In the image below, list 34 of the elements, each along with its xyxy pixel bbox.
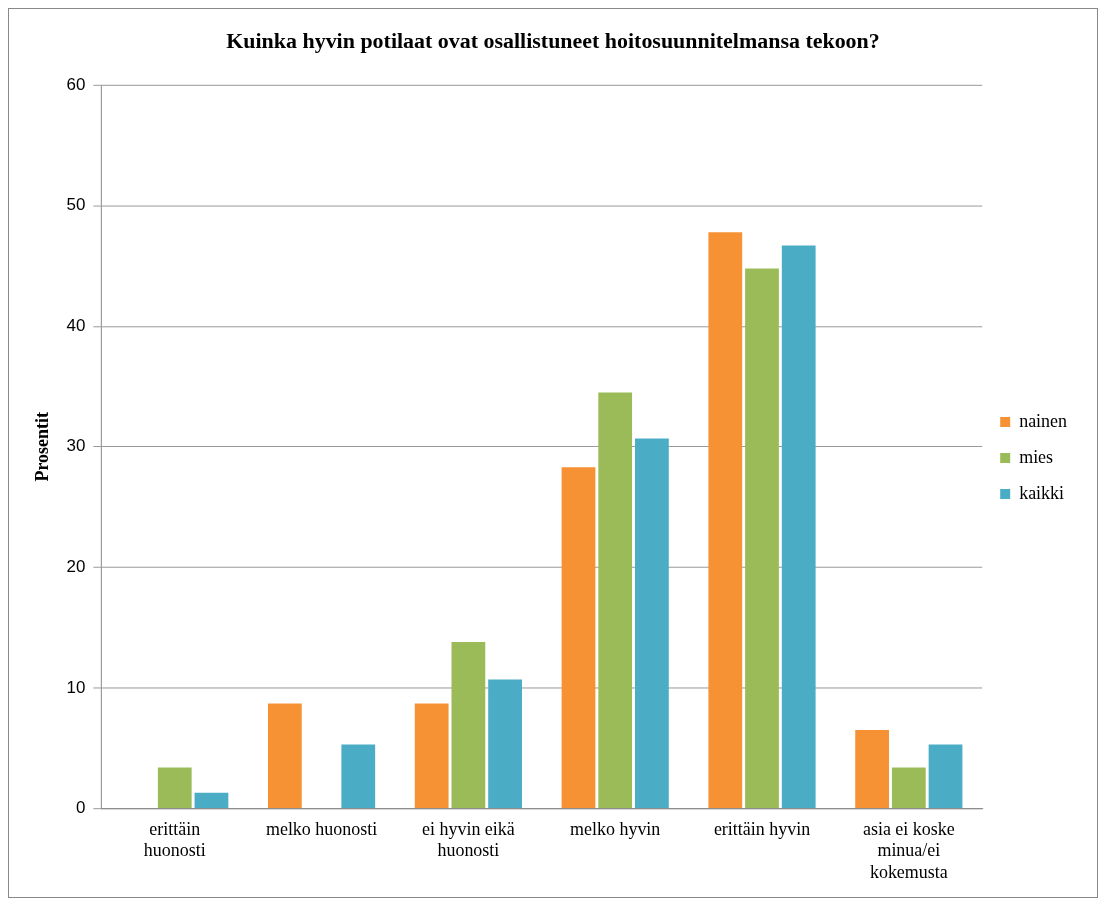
chart-title: Kuinka hyvin potilaat ovat osallistuneet hoitosuunnitelmansa tekoon? bbox=[226, 27, 880, 53]
bar bbox=[414, 703, 449, 808]
bar bbox=[745, 268, 779, 808]
x-tick-label: erittäin huonosti bbox=[143, 818, 206, 861]
y-tick-label: 10 bbox=[66, 677, 86, 697]
bar bbox=[635, 438, 669, 808]
x-tick-label: ei hyvin eikä huonosti bbox=[422, 818, 515, 861]
legend-label: nainen bbox=[1019, 410, 1068, 431]
legend-label: kaikki bbox=[1019, 482, 1065, 503]
bar bbox=[708, 232, 743, 808]
y-tick-label: 50 bbox=[66, 195, 86, 215]
bar bbox=[194, 792, 229, 808]
bar bbox=[341, 744, 376, 808]
x-tick-label: melko huonosti bbox=[265, 818, 378, 839]
y-tick-label: 0 bbox=[75, 798, 86, 818]
y-tick-label: 40 bbox=[66, 315, 86, 335]
bar bbox=[855, 730, 889, 808]
y-axis-title: Prosentit bbox=[32, 412, 53, 482]
bar bbox=[157, 767, 192, 808]
bar bbox=[267, 703, 302, 808]
bar bbox=[928, 744, 963, 808]
x-tick-label: melko hyvin bbox=[570, 818, 661, 839]
bar bbox=[451, 642, 486, 808]
bar bbox=[598, 392, 633, 808]
y-tick-label: 30 bbox=[66, 436, 86, 456]
x-tick-label: erittäin hyvin bbox=[713, 818, 811, 839]
bar bbox=[561, 467, 596, 808]
x-tick-label: asia ei koske minua/ei kokemusta bbox=[862, 818, 955, 882]
bar bbox=[781, 245, 816, 808]
bar bbox=[891, 767, 926, 808]
bar bbox=[488, 679, 522, 808]
legend-label: mies bbox=[1019, 446, 1054, 467]
y-tick-label: 60 bbox=[66, 74, 86, 94]
y-tick-label: 20 bbox=[66, 557, 86, 577]
